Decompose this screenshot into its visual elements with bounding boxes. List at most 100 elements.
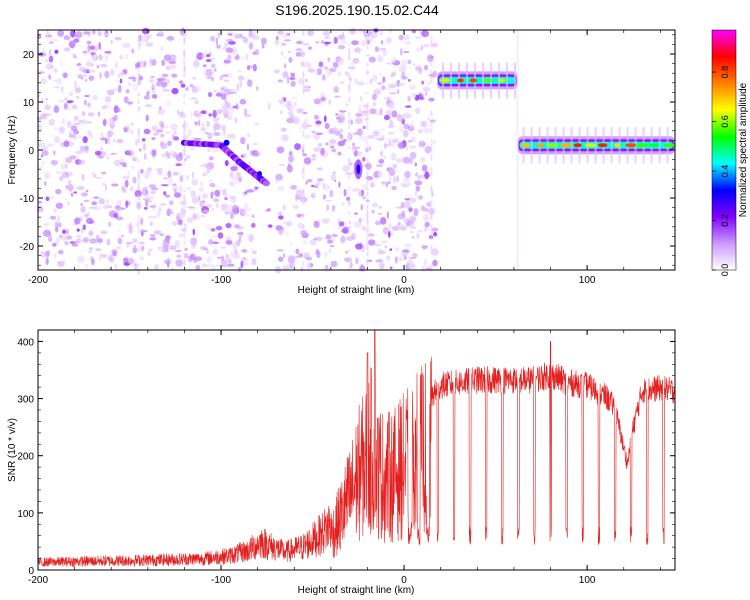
x-tick-label: 0 — [401, 275, 407, 286]
heat-cell — [183, 241, 186, 245]
heat-cell — [129, 186, 134, 192]
heat-cell — [382, 42, 386, 45]
heat-cell — [369, 108, 377, 115]
heat-cell — [211, 235, 217, 238]
heat-cell — [402, 129, 409, 138]
heat-cell — [429, 119, 436, 123]
heat-cell — [391, 157, 396, 161]
heat-cell — [290, 80, 296, 88]
heat-cell — [216, 44, 221, 49]
heat-cell — [401, 71, 406, 80]
heat-cell — [337, 140, 346, 147]
heat-cell — [206, 165, 211, 174]
heat-cell — [224, 253, 230, 262]
heat-cell — [127, 101, 134, 105]
heat-cell — [399, 256, 402, 262]
heat-cell — [183, 129, 186, 135]
heat-cell — [183, 197, 186, 202]
heat-cell — [348, 220, 351, 225]
heat-cell — [300, 266, 304, 272]
heat-cell — [110, 152, 117, 155]
heat-cell — [139, 256, 145, 261]
heat-cell — [141, 189, 147, 197]
heat-cell — [366, 62, 369, 67]
heat-cell — [379, 107, 383, 116]
heat-cell — [348, 112, 351, 117]
heat-cell — [276, 146, 285, 154]
heat-cell — [397, 89, 400, 95]
y-tick-label: 300 — [17, 395, 34, 406]
heat-cell — [192, 136, 195, 140]
heat-cell — [98, 41, 101, 50]
heat-cell — [417, 175, 420, 178]
heat-cell — [380, 128, 384, 131]
heat-cell — [664, 143, 675, 148]
heat-cell — [398, 82, 406, 87]
heat-cell — [226, 31, 234, 34]
spectrogram-x-axis-label: Height of straight line (km) — [298, 285, 415, 296]
heat-cell — [88, 105, 92, 110]
heat-cell — [236, 83, 239, 91]
heat-cell — [202, 193, 208, 199]
heat-cell — [303, 157, 312, 165]
heat-cell — [65, 228, 69, 235]
heat-cell — [345, 172, 353, 176]
heat-cell — [176, 254, 182, 258]
heat-cell — [48, 55, 54, 63]
heat-cell — [194, 256, 202, 262]
heat-cell — [137, 72, 140, 76]
heat-cell — [213, 132, 221, 136]
heat-cell — [332, 127, 338, 134]
heat-cell — [95, 234, 100, 241]
heat-cell — [359, 218, 364, 222]
heat-cell — [379, 262, 385, 270]
heat-cell — [282, 253, 286, 258]
heat-cell — [294, 102, 297, 107]
heat-cell — [149, 221, 154, 226]
heat-cell — [430, 224, 433, 229]
heat-cell — [183, 121, 186, 126]
heat-cell — [430, 226, 433, 230]
heat-cell — [302, 86, 305, 90]
heat-cell — [113, 114, 118, 121]
heat-cell — [76, 228, 80, 232]
heat-cell — [348, 211, 351, 216]
heat-cell — [65, 173, 69, 177]
spectrogram-x-ticks: -200 -100 0 100 — [28, 30, 661, 286]
heat-cell — [205, 68, 213, 77]
heat-cell — [103, 33, 111, 37]
heat-cell — [186, 175, 189, 180]
heat-cell — [366, 178, 369, 183]
heat-cell — [93, 196, 100, 199]
heat-cell — [68, 134, 76, 138]
heat-cell — [228, 41, 236, 45]
heat-cell — [137, 38, 140, 45]
heat-cell — [266, 208, 271, 212]
heat-cell — [111, 88, 118, 91]
y-tick-label: 10 — [23, 98, 35, 109]
heat-cell — [172, 183, 177, 186]
heat-cell — [137, 246, 140, 253]
heat-cell — [232, 243, 238, 252]
colorbar-label: Normalized spectral amplitude — [738, 82, 749, 217]
heat-cell — [360, 95, 363, 102]
heat-cell — [150, 234, 156, 237]
heat-cell — [92, 30, 96, 35]
heat-cell — [235, 172, 241, 177]
heat-cell — [63, 102, 68, 110]
heat-cell — [44, 175, 49, 178]
spectrogram-y-axis-label: Frequency (Hz) — [7, 116, 18, 185]
heat-cell — [62, 229, 66, 234]
heat-cell — [190, 190, 197, 197]
heat-cell — [277, 211, 283, 215]
heat-cell — [73, 38, 80, 43]
y-tick-label: 200 — [17, 452, 34, 463]
heat-cell — [113, 213, 119, 219]
heat-cell — [400, 182, 407, 187]
heat-cell — [342, 226, 350, 234]
heat-cell — [281, 134, 289, 142]
heat-cell — [48, 74, 52, 80]
heat-cell — [457, 78, 464, 83]
heat-cell — [221, 124, 227, 132]
spectrogram-cells — [36, 27, 675, 275]
